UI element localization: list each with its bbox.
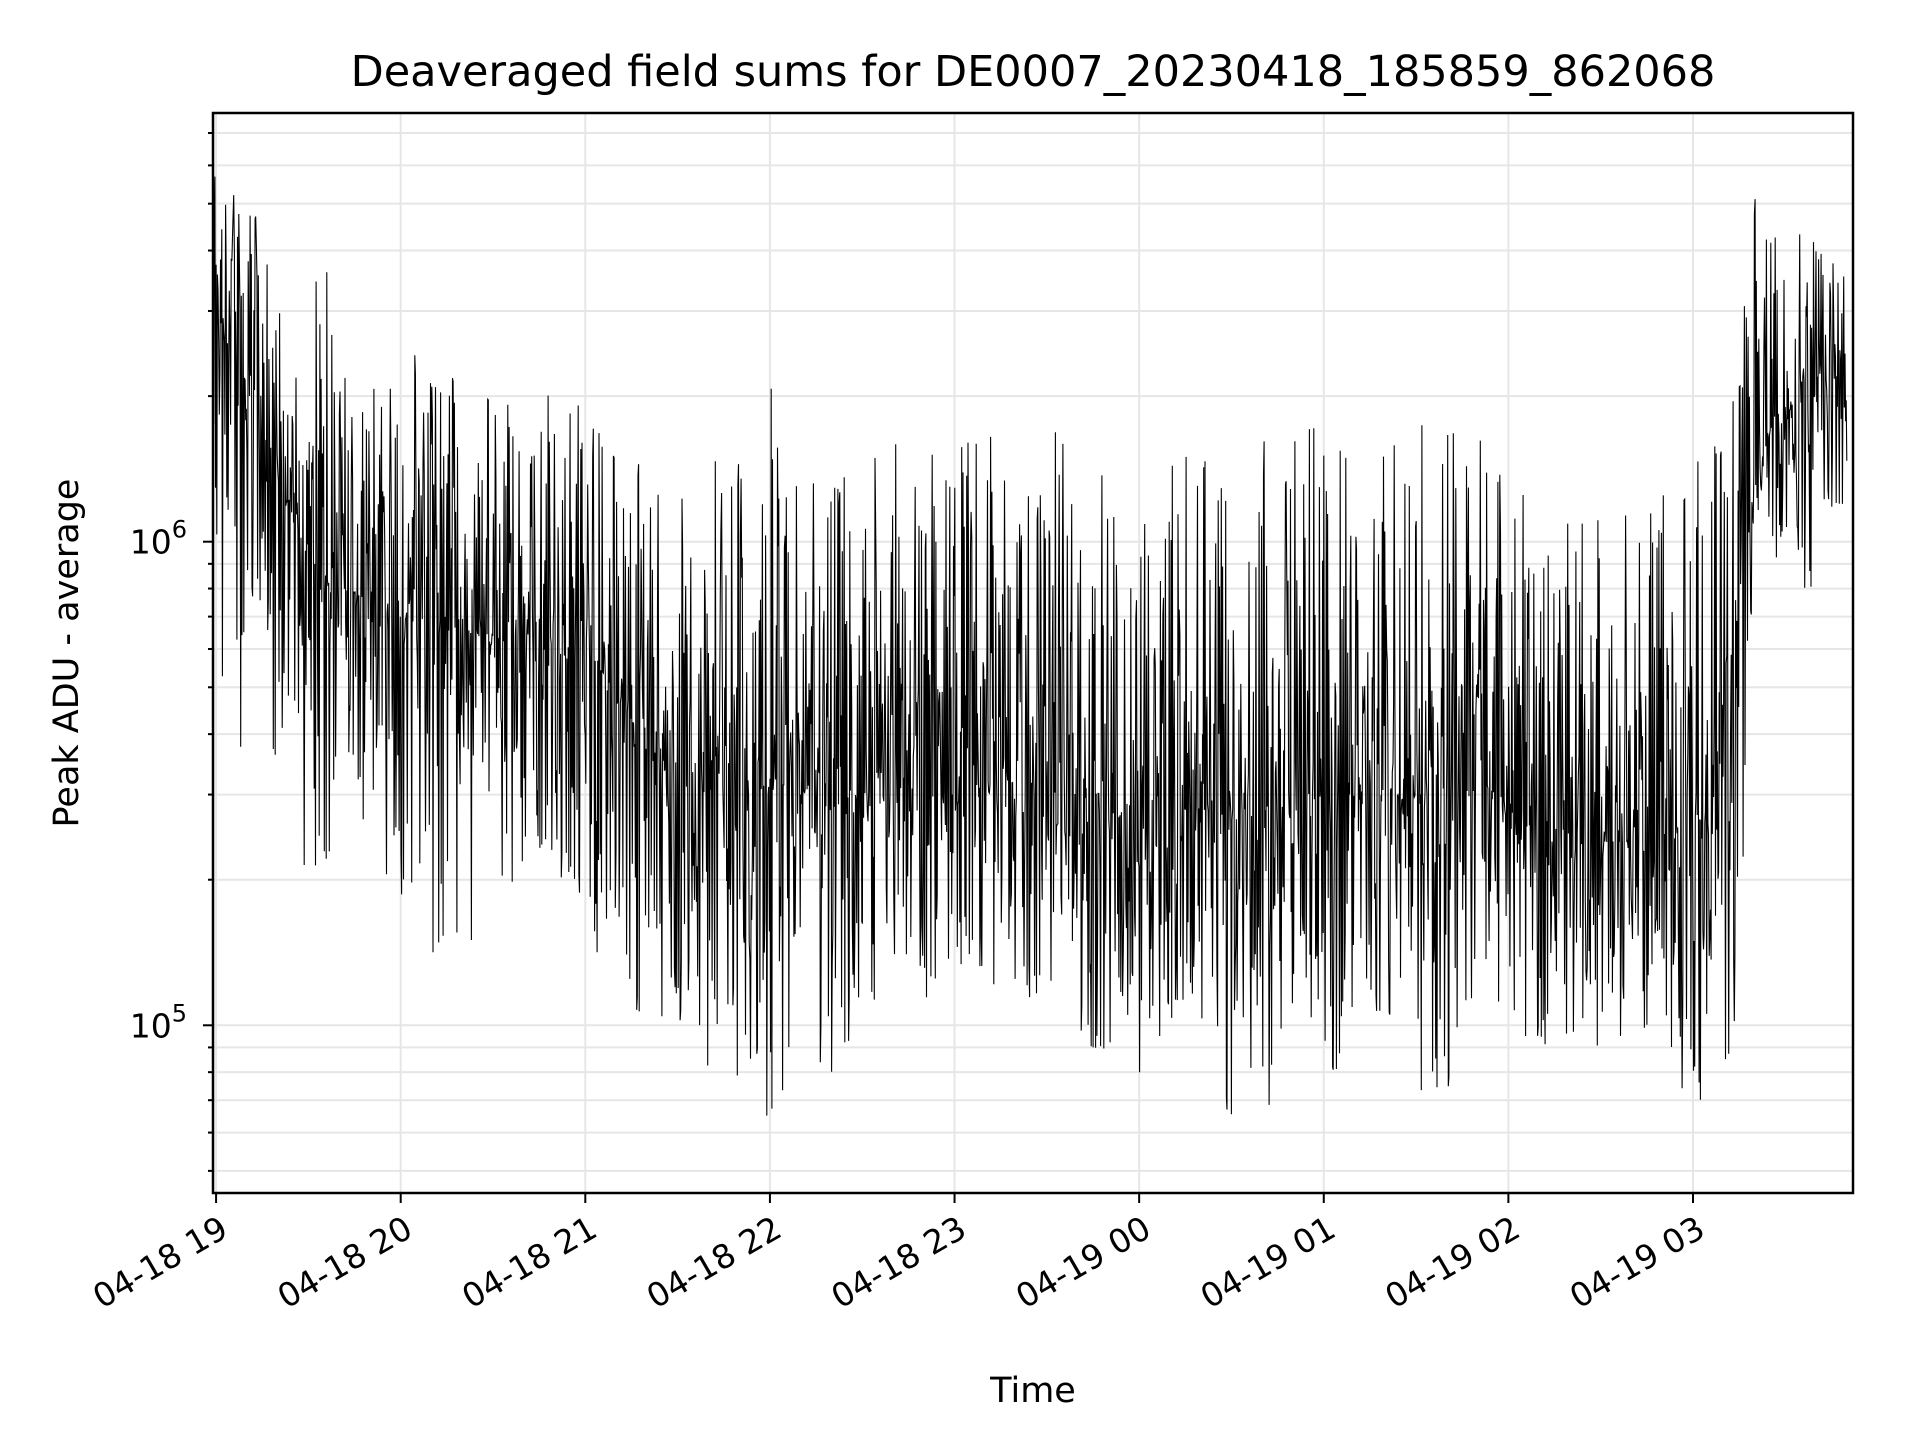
series-layer <box>212 172 1848 1116</box>
y-axis-label: Peak ADU - average <box>47 479 87 828</box>
y-tick-label: 105 <box>130 999 187 1045</box>
series-line-0 <box>212 172 1848 1116</box>
y-tick-label: 106 <box>130 516 187 562</box>
x-axis-label: Time <box>989 1371 1076 1411</box>
plot-frame <box>211 111 1855 1195</box>
chart-title: Deaveraged field sums for DE0007_2023041… <box>351 47 1716 97</box>
